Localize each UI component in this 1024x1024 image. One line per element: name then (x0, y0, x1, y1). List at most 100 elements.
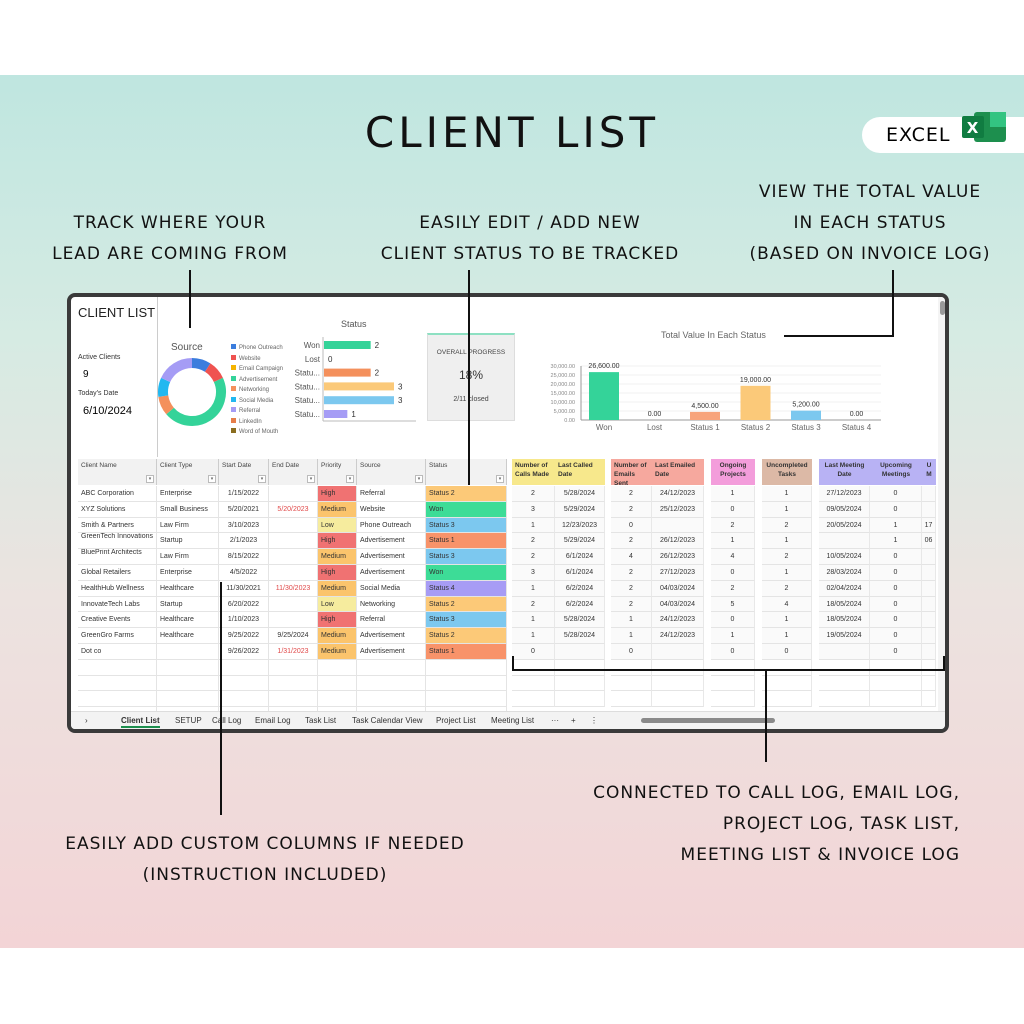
linked-cell[interactable]: 2 (611, 580, 652, 597)
linked-cell[interactable]: 0 (870, 486, 922, 502)
client-name-cell[interactable]: BluePrint Architects (78, 549, 157, 565)
linked-cell[interactable]: 1 (611, 612, 652, 629)
sheet-tab-task-list[interactable]: Task List (305, 716, 337, 725)
end-date-cell[interactable] (269, 549, 318, 565)
empty-cell[interactable] (426, 675, 507, 692)
start-date-cell[interactable]: 1/10/2023 (219, 612, 269, 629)
linked-cell[interactable] (555, 644, 605, 660)
status-cell[interactable]: Won (426, 501, 507, 518)
filter-dropdown-button[interactable]: ▾ (496, 475, 504, 483)
status-cell[interactable]: Status 2 (426, 596, 507, 613)
start-date-cell[interactable]: 3/10/2023 (219, 517, 269, 534)
client-type-cell[interactable]: Startup (157, 596, 219, 613)
linked-cell[interactable]: 1 (762, 501, 812, 518)
linked-cell[interactable]: 1 (870, 533, 922, 550)
linked-cell[interactable] (922, 628, 936, 644)
linked-cell[interactable]: 4 (611, 549, 652, 565)
linked-cell[interactable]: 6/2/2024 (555, 596, 605, 613)
linked-cell[interactable]: 2 (711, 517, 755, 534)
empty-cell[interactable] (78, 691, 157, 708)
empty-cell[interactable] (219, 675, 269, 692)
vertical-scrollbar[interactable] (938, 297, 945, 717)
empty-cell[interactable] (219, 691, 269, 708)
empty-cell[interactable] (922, 659, 936, 676)
linked-cell[interactable]: 0 (870, 580, 922, 597)
linked-cell[interactable]: 1 (512, 580, 555, 597)
client-type-cell[interactable]: Law Firm (157, 549, 219, 565)
status-cell[interactable]: Status 2 (426, 486, 507, 502)
linked-cell[interactable]: 4 (762, 596, 812, 613)
linked-cell[interactable]: 25/12/2023 (652, 501, 704, 518)
empty-cell[interactable] (819, 691, 870, 708)
priority-cell[interactable]: High (318, 565, 357, 581)
linked-cell[interactable]: 1 (762, 612, 812, 629)
client-name-cell[interactable]: XYZ Solutions (78, 501, 157, 518)
priority-cell[interactable]: Medium (318, 501, 357, 518)
linked-cell[interactable]: 5 (711, 596, 755, 613)
linked-cell[interactable] (922, 549, 936, 565)
source-cell[interactable]: Advertisement (357, 533, 426, 550)
empty-cell[interactable] (426, 691, 507, 708)
linked-cell[interactable]: 1 (762, 628, 812, 644)
linked-cell[interactable] (922, 580, 936, 597)
empty-cell[interactable] (652, 675, 704, 692)
linked-cell[interactable]: 20/05/2024 (819, 517, 870, 534)
priority-cell[interactable]: Medium (318, 580, 357, 597)
linked-cell[interactable]: 5/28/2024 (555, 612, 605, 629)
status-cell[interactable]: Status 3 (426, 612, 507, 629)
start-date-cell[interactable]: 11/30/2021 (219, 580, 269, 597)
end-date-cell[interactable]: 1/31/2023 (269, 644, 318, 660)
filter-dropdown-button[interactable]: ▾ (346, 475, 354, 483)
linked-cell[interactable]: 2 (512, 533, 555, 550)
empty-cell[interactable] (269, 675, 318, 692)
linked-cell[interactable]: 2 (611, 596, 652, 613)
vertical-scroll-thumb[interactable] (940, 301, 945, 315)
sheet-tab-setup[interactable]: SETUP (175, 716, 202, 725)
source-cell[interactable]: Networking (357, 596, 426, 613)
end-date-cell[interactable] (269, 596, 318, 613)
linked-cell[interactable]: 0 (870, 596, 922, 613)
sheet-tab-client-list[interactable]: Client List (121, 716, 160, 728)
linked-cell[interactable]: 2 (512, 549, 555, 565)
linked-cell[interactable]: 0 (870, 565, 922, 581)
linked-cell[interactable]: 19/05/2024 (819, 628, 870, 644)
source-cell[interactable]: Phone Outreach (357, 517, 426, 534)
tabs-scroll-button[interactable]: › (85, 716, 88, 725)
empty-cell[interactable] (652, 691, 704, 708)
empty-cell[interactable] (870, 691, 922, 708)
linked-cell[interactable]: 09/05/2024 (819, 501, 870, 518)
client-name-cell[interactable]: HealthHub Wellness (78, 580, 157, 597)
empty-cell[interactable] (318, 675, 357, 692)
linked-cell[interactable]: 26/12/2023 (652, 549, 704, 565)
status-cell[interactable]: Status 1 (426, 533, 507, 550)
linked-cell[interactable]: 24/12/2023 (652, 486, 704, 502)
linked-cell[interactable] (922, 596, 936, 613)
end-date-cell[interactable] (269, 533, 318, 550)
linked-cell[interactable]: 12/23/2023 (555, 517, 605, 534)
linked-cell[interactable] (819, 533, 870, 550)
priority-cell[interactable]: Medium (318, 628, 357, 644)
empty-cell[interactable] (157, 659, 219, 676)
client-type-cell[interactable]: Law Firm (157, 517, 219, 534)
empty-cell[interactable] (762, 691, 812, 708)
linked-cell[interactable]: 1 (762, 533, 812, 550)
empty-cell[interactable] (78, 659, 157, 676)
start-date-cell[interactable]: 2/1/2023 (219, 533, 269, 550)
end-date-cell[interactable] (269, 517, 318, 534)
empty-cell[interactable] (870, 675, 922, 692)
client-name-cell[interactable]: Dot co (78, 644, 157, 660)
empty-cell[interactable] (512, 691, 555, 708)
source-cell[interactable]: Advertisement (357, 644, 426, 660)
linked-cell[interactable]: 18/05/2024 (819, 596, 870, 613)
client-name-cell[interactable]: GreenTech Innovations (78, 533, 157, 550)
source-cell[interactable]: Advertisement (357, 549, 426, 565)
linked-cell[interactable]: 02/04/2024 (819, 580, 870, 597)
linked-cell[interactable]: 2 (762, 517, 812, 534)
linked-cell[interactable]: 0 (870, 612, 922, 629)
end-date-cell[interactable]: 9/25/2024 (269, 628, 318, 644)
linked-cell[interactable]: 27/12/2023 (652, 565, 704, 581)
linked-cell[interactable]: 3 (512, 501, 555, 518)
client-name-cell[interactable]: GreenGro Farms (78, 628, 157, 644)
empty-cell[interactable] (611, 691, 652, 708)
linked-cell[interactable]: 0 (711, 501, 755, 518)
